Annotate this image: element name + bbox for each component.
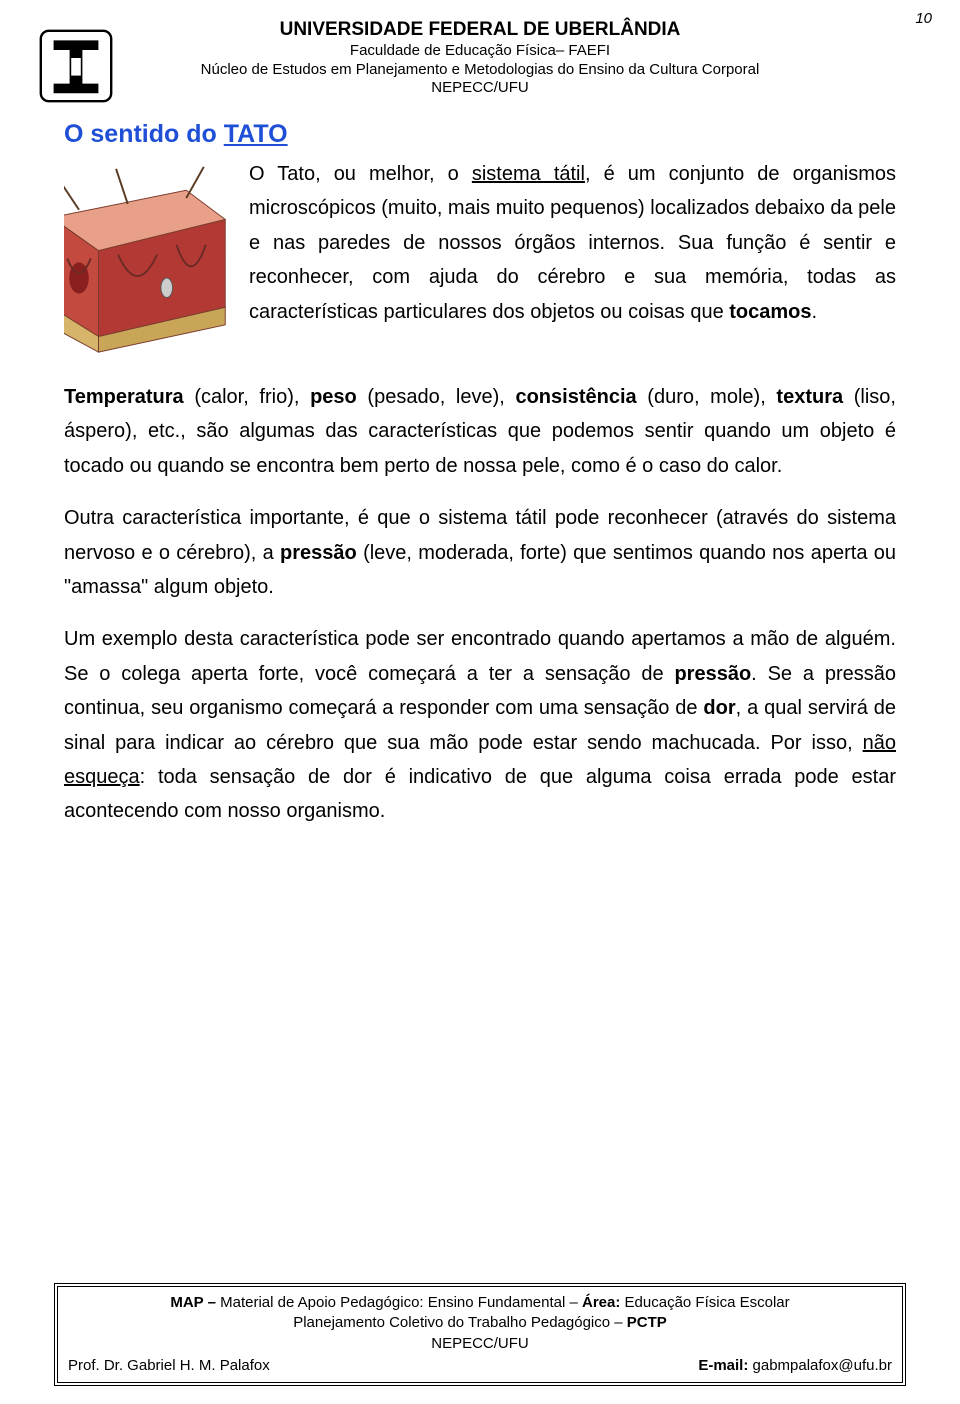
p4-t4: : <box>140 766 158 788</box>
intro-b1: tocamos <box>729 301 811 323</box>
page-number: 10 <box>915 10 932 27</box>
footer-l1-area-label: Área: <box>582 1294 620 1311</box>
p2-b4: textura <box>776 386 843 408</box>
section-title: O sentido do TATO <box>64 120 896 149</box>
p2-b2: peso <box>310 386 357 408</box>
p2-t3: (duro, mole), <box>637 386 777 408</box>
footer-line1: MAP – Material de Apoio Pedagógico: Ensi… <box>68 1293 892 1313</box>
paragraph-4: Um exemplo desta característica pode ser… <box>64 622 896 828</box>
intro-t1: O Tato, ou melhor, o <box>249 163 472 185</box>
footer-line3: NEPECC/UFU <box>68 1334 892 1354</box>
professor-name: Prof. Dr. Gabriel H. M. Palafox <box>68 1356 270 1376</box>
footer-l1-area: Educação Física Escolar <box>620 1294 789 1311</box>
footer-bottom-row: Prof. Dr. Gabriel H. M. Palafox E-mail: … <box>68 1356 892 1376</box>
intro-t3: . <box>812 301 818 323</box>
email-value: gabmpalafox@ufu.br <box>748 1357 892 1374</box>
paragraph-2: Temperatura (calor, frio), peso (pesado,… <box>64 380 896 483</box>
page-header: UNIVERSIDADE FEDERAL DE UBERLÂNDIA Facul… <box>64 18 896 98</box>
email-label: E-mail: <box>698 1357 748 1374</box>
p4-b1: pressão <box>674 663 751 685</box>
p2-b1: Temperatura <box>64 386 184 408</box>
footer-l2-pre: Planejamento Coletivo do Trabalho Pedagó… <box>293 1314 627 1331</box>
footer-l1-mid: Material de Apoio Pedagógico: Ensino Fun… <box>220 1294 582 1311</box>
p2-t2: (pesado, leve), <box>357 386 516 408</box>
faculty-name: Faculdade de Educação Física– FAEFI <box>64 42 896 61</box>
footer-l2-bold: PCTP <box>627 1314 667 1331</box>
intro-t2: , é um conjunto de organismos microscópi… <box>249 163 896 323</box>
p2-t1: (calor, frio), <box>184 386 310 408</box>
footer-line2: Planejamento Coletivo do Trabalho Pedagó… <box>68 1313 892 1333</box>
intro-u1: sistema tátil <box>472 163 585 185</box>
paragraph-3: Outra característica importante, é que o… <box>64 501 896 604</box>
title-underline: TATO <box>224 120 288 148</box>
p4-b2: dor <box>703 697 735 719</box>
footer-l1-pre: MAP – <box>170 1294 220 1311</box>
p2-b3: consistência <box>515 386 636 408</box>
title-prefix: O sentido do <box>64 120 224 148</box>
page-footer: MAP – Material de Apoio Pedagógico: Ensi… <box>54 1283 906 1386</box>
document-page: 10 UNIVERSIDADE FEDERAL DE UBERLÂNDIA Fa… <box>0 0 960 829</box>
email-block: E-mail: gabmpalafox@ufu.br <box>698 1356 892 1376</box>
p3-b1: pressão <box>280 542 357 564</box>
nepecc-label: NEPECC/UFU <box>64 79 896 98</box>
skin-diagram <box>64 161 235 356</box>
university-name: UNIVERSIDADE FEDERAL DE UBERLÂNDIA <box>64 18 896 42</box>
p4-comic: toda sensação de dor é indicativo de que… <box>64 766 896 822</box>
university-logo <box>36 26 116 106</box>
nucleus-name: Núcleo de Estudos em Planejamento e Meto… <box>64 61 896 80</box>
intro-block: O Tato, ou melhor, o sistema tátil, é um… <box>64 157 896 362</box>
